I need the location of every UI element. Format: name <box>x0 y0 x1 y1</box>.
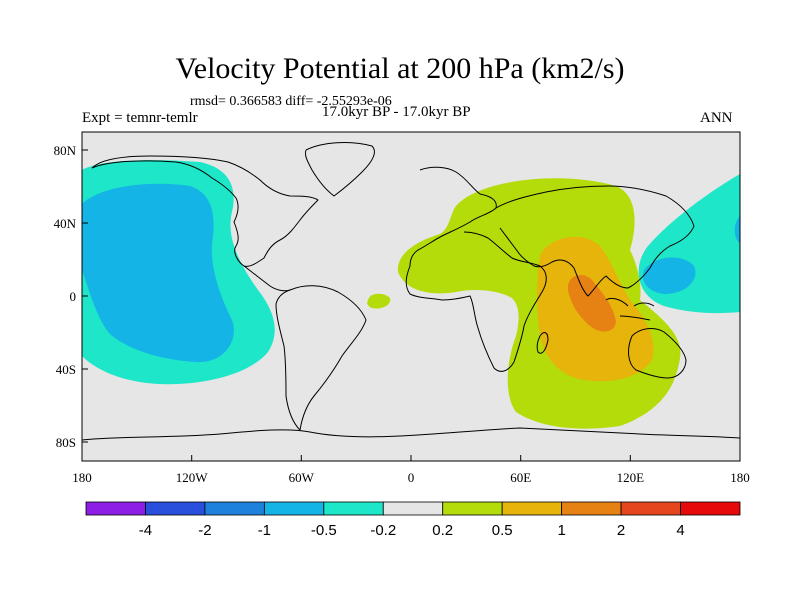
x-tick-label: 120E <box>617 470 645 485</box>
contour-atlantic-positive <box>367 293 391 309</box>
colorbar-label: 2 <box>617 522 625 539</box>
coastline-central-america <box>243 265 291 292</box>
colorbar-box <box>85 501 146 516</box>
colorbar-box <box>680 501 741 516</box>
tick-marks <box>81 149 741 461</box>
colorbar-label: -1 <box>258 522 271 539</box>
colorbar-label: -0.5 <box>311 522 337 539</box>
x-tick-label: 120W <box>176 470 209 485</box>
y-tick-label: 80N <box>54 143 77 158</box>
x-tick-label: 0 <box>408 470 415 485</box>
contour-pacific-inner <box>82 183 234 363</box>
contour-westpac-inner <box>642 257 696 294</box>
colorbar-label: 0.2 <box>432 522 453 539</box>
colorbar-label: 1 <box>557 522 565 539</box>
contour-fills <box>82 160 740 429</box>
colorbar-box <box>263 501 325 516</box>
colorbar-box <box>501 501 563 516</box>
colorbar-box <box>145 501 206 516</box>
experiment-label: Expt = temnr-temlr <box>82 110 198 126</box>
coastline-madagascar <box>536 332 549 354</box>
colorbar-box <box>382 501 444 516</box>
coastline-south-america <box>275 285 367 431</box>
coastline-europe-africa <box>405 166 547 372</box>
coastlines <box>82 142 740 441</box>
colorbar-box <box>323 501 384 516</box>
colorbar-box <box>620 501 681 516</box>
season-label: ANN <box>700 110 733 126</box>
colorbar: -4 -2 -1 -0.5 -0.2 0.2 0.5 1 2 4 <box>85 501 741 539</box>
colorbar-label: 4 <box>676 522 684 539</box>
contour-westpac-edge <box>734 216 740 244</box>
y-tick-label: 80S <box>56 435 76 450</box>
colorbar-label: 0.5 <box>492 522 513 539</box>
x-tick-label: 60E <box>510 470 531 485</box>
y-axis-labels: 80N 40N 0 40S 80S <box>54 143 77 450</box>
x-tick-label: 180 <box>72 470 92 485</box>
coastline-indonesia <box>605 297 655 321</box>
contour-indian-core <box>567 275 616 332</box>
colorbar-box <box>442 501 503 516</box>
y-tick-label: 0 <box>70 289 77 304</box>
x-tick-label: 60W <box>289 470 315 485</box>
y-tick-label: 40N <box>54 216 77 231</box>
period-label: 17.0kyr BP - 17.0kyr BP <box>322 104 471 120</box>
coastline-greenland <box>305 142 375 197</box>
x-tick-label: 180 <box>730 470 750 485</box>
coastline-asia <box>495 185 695 297</box>
coastline-antarctica <box>82 427 740 441</box>
colorbar-label: -2 <box>198 522 211 539</box>
chart-title: Velocity Potential at 200 hPa (km2/s) <box>175 52 625 85</box>
colorbar-box <box>561 501 622 516</box>
coastline-australia <box>628 328 687 379</box>
coastline-north-america <box>91 155 319 267</box>
colorbar-label: -0.2 <box>370 522 396 539</box>
y-tick-label: 40S <box>56 362 76 377</box>
colorbar-label: -4 <box>139 522 152 539</box>
colorbar-box <box>204 501 265 516</box>
stats-line: rmsd= 0.366583 diff= -2.55293e-06 <box>190 94 392 109</box>
x-axis-labels: 180 120W 60W 0 60E 120E 180 <box>72 470 750 485</box>
